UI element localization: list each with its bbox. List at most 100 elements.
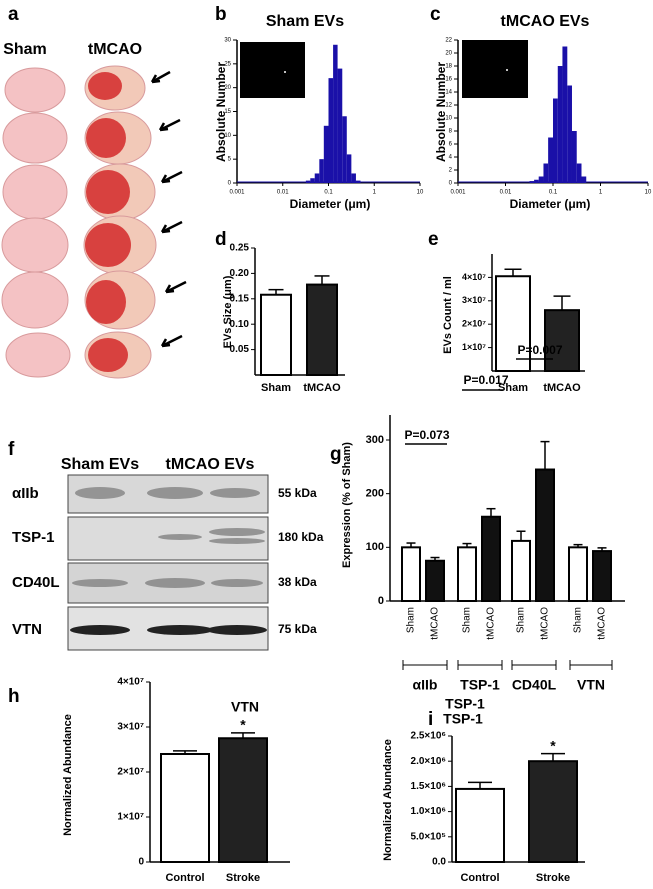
group-label: tMCAO EVs (166, 456, 255, 473)
y-axis-label: Absolute Number (434, 62, 448, 162)
panel-label: f (8, 439, 15, 460)
x-tick-label: Stroke (536, 872, 570, 884)
chart-title: TSP-1 (445, 696, 485, 712)
y-tick-label: 100 (366, 541, 384, 553)
y-tick-label: 18 (445, 64, 452, 70)
x-tick-label: 0.001 (450, 190, 466, 196)
bar (568, 546, 588, 602)
bar (481, 515, 501, 603)
inset-dot (284, 71, 286, 73)
y-tick-label: 3×10⁷ (462, 295, 486, 305)
panel-label: a (8, 4, 19, 25)
group-label: CD40L (512, 677, 557, 693)
x-tick-label: Sham (516, 607, 527, 633)
group-bracket (457, 660, 503, 670)
size-label: 38 kDa (278, 575, 317, 589)
bar (218, 737, 268, 863)
x-axis-label: Diameter (μm) (510, 197, 591, 211)
column-label: Sham (3, 41, 47, 58)
x-tick-label: Sham (462, 607, 473, 633)
bar (160, 753, 210, 863)
chart-title: tMCAO EVs (501, 13, 590, 30)
inset-image (240, 42, 305, 98)
x-tick-label: tMCAO (303, 382, 341, 394)
chart-title: VTN (231, 699, 259, 715)
y-tick-label: 20 (224, 85, 231, 91)
histogram-bar (562, 46, 568, 183)
y-tick-label: 0 (378, 595, 384, 607)
protein-label: CD40L (12, 574, 60, 591)
histogram-bar (314, 173, 320, 183)
x-tick-label: 1 (599, 190, 603, 196)
x-tick-label: 10 (645, 190, 652, 196)
x-tick-label: 1 (373, 190, 377, 196)
x-tick-label: Stroke (226, 872, 260, 884)
size-label: 180 kDa (278, 530, 324, 544)
histogram-bar (351, 173, 356, 183)
histogram-bar (534, 179, 539, 183)
panel-label: c (430, 4, 441, 25)
histogram-bar (553, 98, 558, 183)
protein-label: αIIb (12, 485, 39, 502)
x-tick-label: Control (460, 872, 499, 884)
chart-title: Sham EVs (266, 13, 344, 30)
group-label: αIIb (413, 677, 438, 693)
histogram-bar (557, 66, 563, 183)
western-blot (67, 474, 269, 651)
group-bracket (569, 660, 613, 670)
y-tick-label: 10 (445, 116, 452, 122)
y-tick-label: 6 (449, 142, 453, 148)
histogram-bar (323, 125, 329, 183)
y-tick-label: 0.10 (230, 319, 250, 330)
bar (592, 550, 612, 603)
y-tick-label: 30 (224, 38, 231, 44)
inset-image (462, 40, 528, 98)
y-axis-label: Normalized Abundance (382, 739, 394, 861)
protein-label: TSP-1 (12, 529, 55, 546)
bar (455, 787, 505, 863)
y-tick-label: 10 (224, 133, 231, 139)
protein-label: VTN (12, 621, 42, 638)
panel-label: h (8, 686, 20, 707)
histogram-bar (581, 176, 587, 183)
size-label: 75 kDa (278, 622, 317, 636)
y-tick-label: 0.25 (230, 243, 250, 254)
x-tick-label: Sham (406, 607, 417, 633)
y-tick-label: 0.20 (230, 268, 250, 279)
y-tick-label: 1×10⁷ (117, 812, 144, 823)
y-tick-label: 12 (445, 103, 452, 109)
bar (528, 760, 578, 864)
y-axis-label: Normalized Abundance (62, 714, 74, 836)
panel-label: d (215, 229, 227, 250)
x-tick-label: 0.01 (500, 190, 512, 196)
y-tick-label: 2 (449, 168, 453, 174)
bar (306, 283, 338, 376)
group-bracket (511, 660, 557, 670)
x-tick-label: tMCAO (543, 382, 581, 394)
y-tick-label: 0 (228, 181, 232, 187)
x-tick-label: Control (165, 872, 204, 884)
y-tick-label: 0 (449, 181, 453, 187)
x-tick-label: Sham (261, 382, 291, 394)
histogram-bar (328, 78, 334, 183)
histogram-bar (548, 137, 553, 183)
panel-label: g (330, 444, 342, 465)
y-tick-label: 16 (445, 77, 452, 83)
histogram-bar (355, 180, 361, 183)
bar (544, 309, 580, 373)
bar (511, 539, 531, 602)
inset-dot (506, 69, 508, 71)
y-axis-label: Absolute Number (214, 62, 228, 162)
y-axis-label: EVs Count / ml (442, 276, 454, 354)
column-label: tMCAO (88, 41, 142, 58)
y-tick-label: 4 (449, 155, 453, 161)
y-axis-label: EVs Size (μm) (222, 275, 234, 348)
y-tick-label: 1×10⁷ (462, 342, 486, 352)
x-tick-label: Sham (498, 382, 528, 394)
histogram-bar (305, 180, 311, 183)
y-tick-label: 5 (228, 157, 232, 163)
chart-subtitle: TSP-1 (443, 711, 483, 727)
x-tick-label: tMCAO (430, 607, 441, 640)
histogram-bar (538, 176, 544, 183)
